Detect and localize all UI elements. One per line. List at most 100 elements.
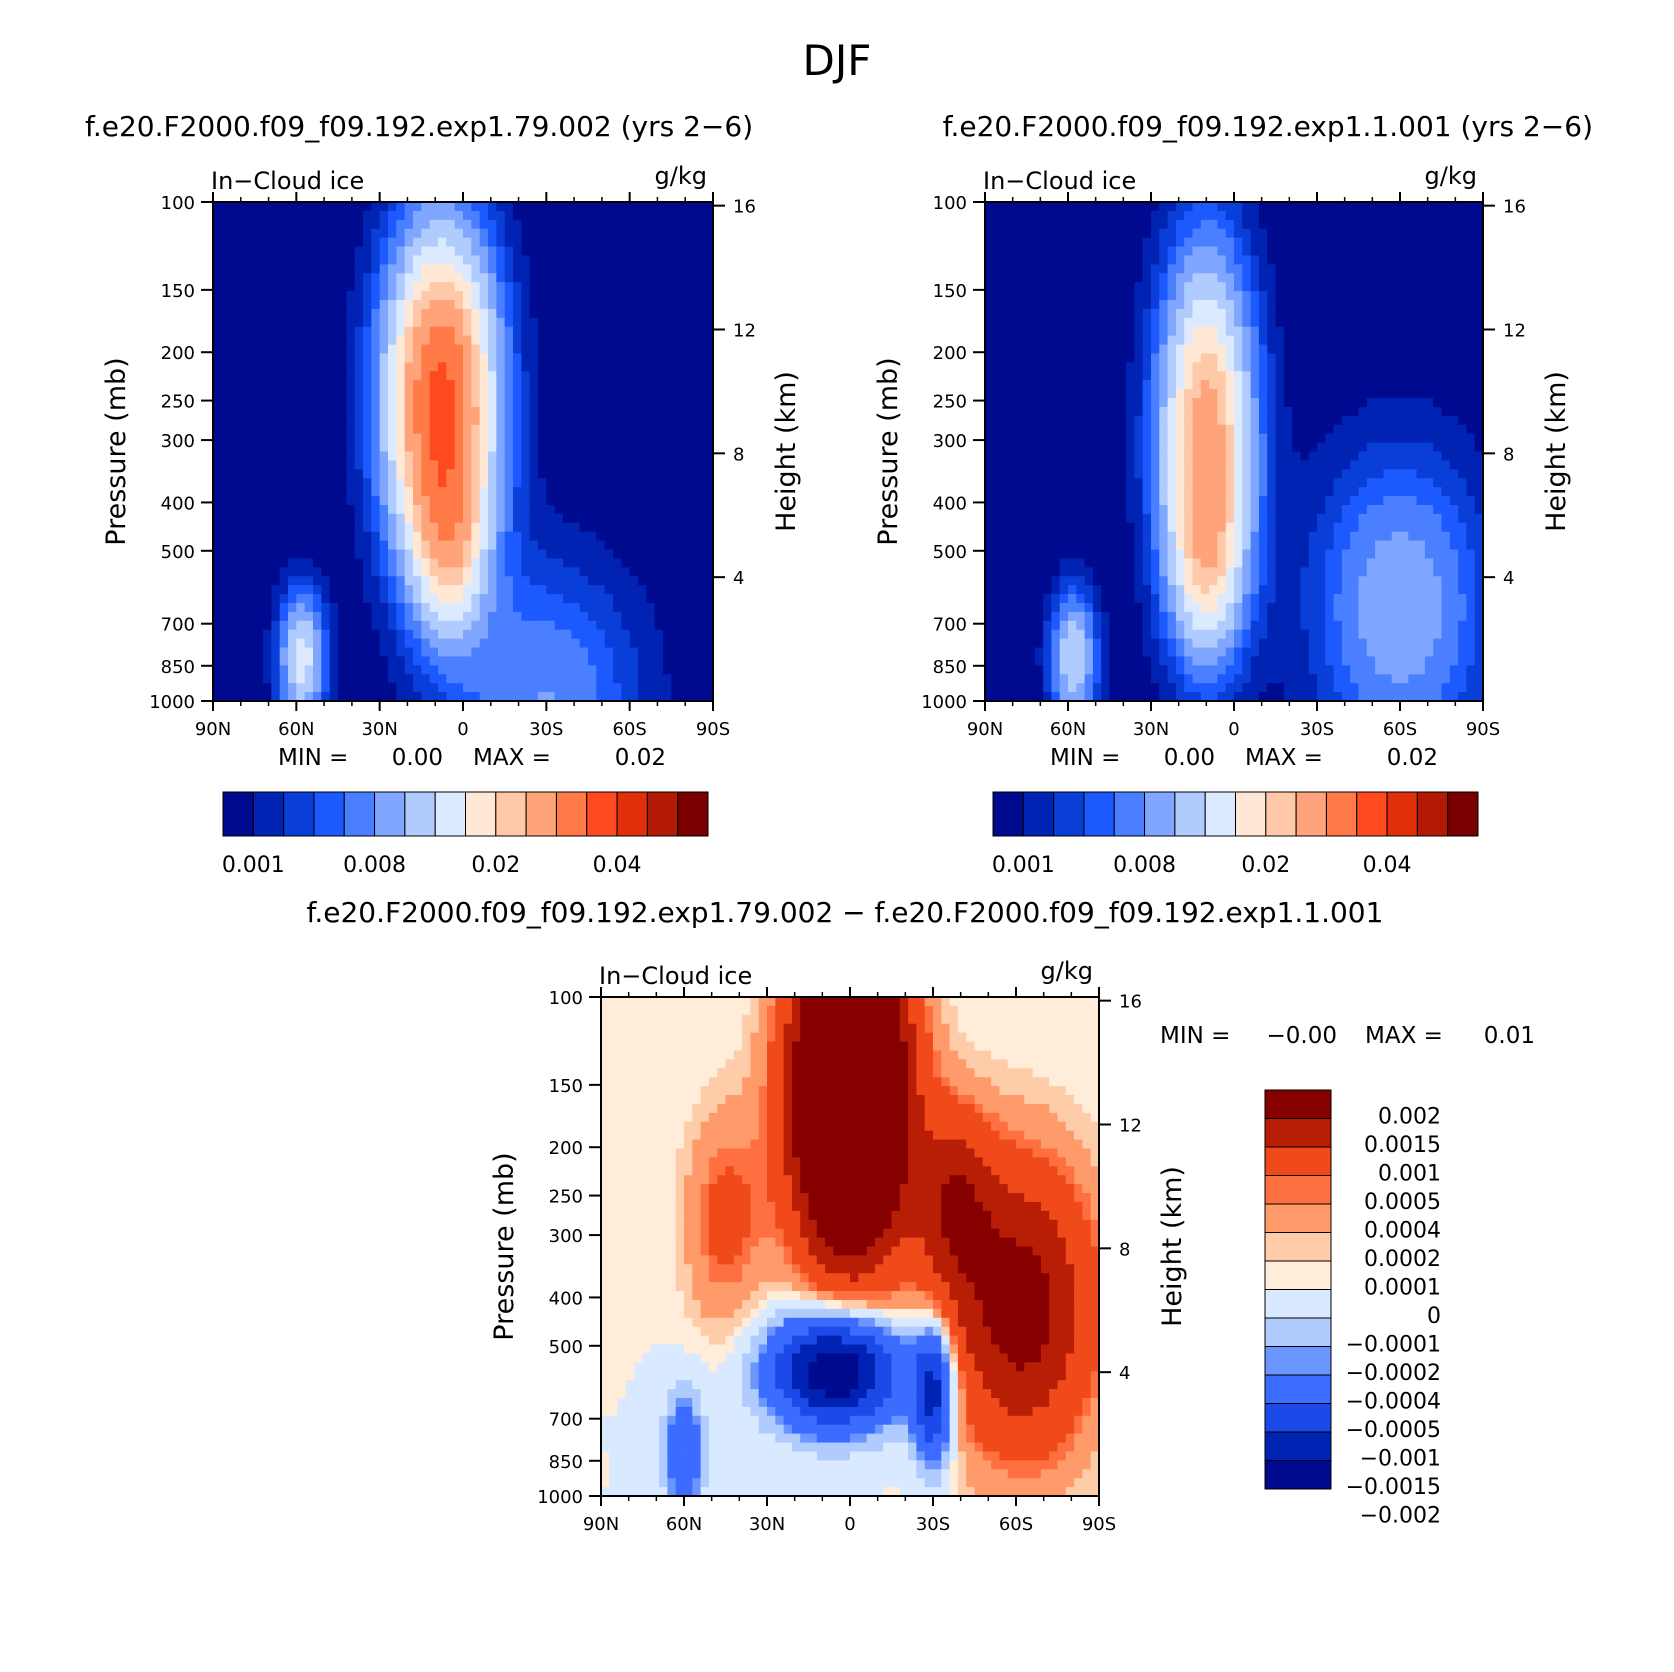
contour-cell	[229, 362, 239, 372]
contour-cell	[346, 442, 356, 453]
contour-cell	[704, 228, 714, 239]
contour-cell	[529, 683, 539, 693]
contour-cell	[513, 567, 522, 577]
contour-cell	[1092, 335, 1102, 346]
contour-cell	[688, 496, 697, 506]
contour-cell	[1043, 300, 1052, 310]
contour-cell	[488, 478, 497, 488]
contour-cell	[521, 674, 531, 684]
contour-cell	[213, 228, 222, 239]
contour-cell	[985, 210, 994, 221]
contour-cell	[504, 380, 514, 390]
contour-cell	[446, 308, 456, 319]
contour-cell	[379, 353, 389, 363]
contour-cell	[213, 371, 222, 381]
contour-cell	[238, 594, 247, 604]
contour-cell	[1167, 326, 1177, 337]
contour-cell	[346, 424, 356, 435]
contour-cell	[1400, 237, 1409, 248]
contour-cell	[263, 389, 272, 399]
contour-cell	[1059, 406, 1069, 417]
max-value: 0.02	[615, 745, 666, 771]
y-tick-label: 1000	[149, 692, 195, 713]
contour-cell	[221, 496, 231, 506]
contour-cell	[238, 219, 247, 230]
contour-cell	[571, 638, 581, 649]
contour-cell	[421, 674, 431, 684]
contour-cell	[1325, 228, 1335, 239]
contour-cell	[613, 317, 622, 328]
contour-cell	[1026, 255, 1036, 265]
contour-cell	[596, 567, 606, 577]
contour-cell	[479, 469, 489, 479]
contour-cell	[1200, 264, 1210, 274]
contour-cell	[985, 308, 994, 319]
contour-cell	[313, 219, 322, 230]
contour-cell	[288, 460, 297, 470]
contour-cell	[246, 398, 256, 408]
contour-cell	[1101, 228, 1111, 239]
contour-cell	[446, 665, 456, 675]
contour-cell	[479, 344, 489, 355]
contour-cell	[379, 406, 389, 417]
contour-cell	[571, 406, 581, 417]
contour-cell	[488, 344, 497, 355]
contour-cell	[379, 335, 389, 346]
contour-cell	[346, 326, 356, 337]
contour-cell	[279, 424, 289, 435]
contour-cell	[1300, 317, 1310, 328]
contour-cell	[496, 585, 506, 595]
contour-cell	[288, 273, 297, 283]
contour-cell	[1134, 237, 1144, 248]
contour-cell	[1151, 219, 1160, 230]
contour-cell	[404, 451, 414, 462]
contour-cell	[1234, 406, 1243, 417]
contour-cell	[1117, 291, 1127, 301]
contour-cell	[1009, 317, 1019, 328]
contour-cell	[529, 353, 539, 363]
contour-cell	[1209, 237, 1218, 248]
contour-cell	[313, 647, 322, 658]
contour-cell	[454, 371, 464, 381]
contour-cell	[1350, 264, 1360, 274]
contour-cell	[1225, 308, 1235, 319]
contour-cell	[663, 558, 672, 568]
contour-cell	[1375, 210, 1384, 221]
contour-cell	[304, 567, 314, 577]
contour-cell	[1325, 246, 1335, 257]
contour-cell	[288, 602, 297, 613]
contour-cell	[1076, 282, 1086, 292]
contour-cell	[279, 504, 289, 515]
colorbar-swatch	[222, 791, 254, 837]
contour-cell	[229, 406, 239, 417]
contour-cell	[221, 389, 231, 399]
contour-cell	[479, 549, 489, 560]
contour-cell	[504, 398, 514, 408]
contour-cell	[529, 433, 539, 444]
contour-cell	[1375, 282, 1384, 292]
contour-cell	[1325, 335, 1335, 346]
contour-cell	[696, 683, 706, 693]
contour-cell	[279, 522, 289, 533]
contour-cell	[671, 594, 681, 604]
contour-cell	[321, 504, 331, 515]
contour-cell	[271, 674, 281, 684]
contour-cell	[363, 567, 372, 577]
contour-cell	[346, 398, 356, 408]
contour-cell	[388, 611, 397, 622]
contour-cell	[688, 665, 697, 675]
contour-cell	[1250, 202, 1260, 212]
contour-cell	[1026, 202, 1036, 212]
contour-cell	[696, 371, 706, 381]
contour-cell	[504, 228, 514, 239]
contour-cell	[546, 202, 556, 212]
contour-cell	[521, 291, 531, 301]
contour-cell	[404, 522, 414, 533]
contour-cell	[638, 210, 647, 221]
contour-cell	[1350, 273, 1360, 283]
contour-cell	[654, 380, 664, 390]
contour-cell	[1009, 308, 1019, 319]
contour-cell	[421, 665, 431, 675]
contour-cell	[604, 219, 614, 230]
contour-cell	[671, 469, 681, 479]
